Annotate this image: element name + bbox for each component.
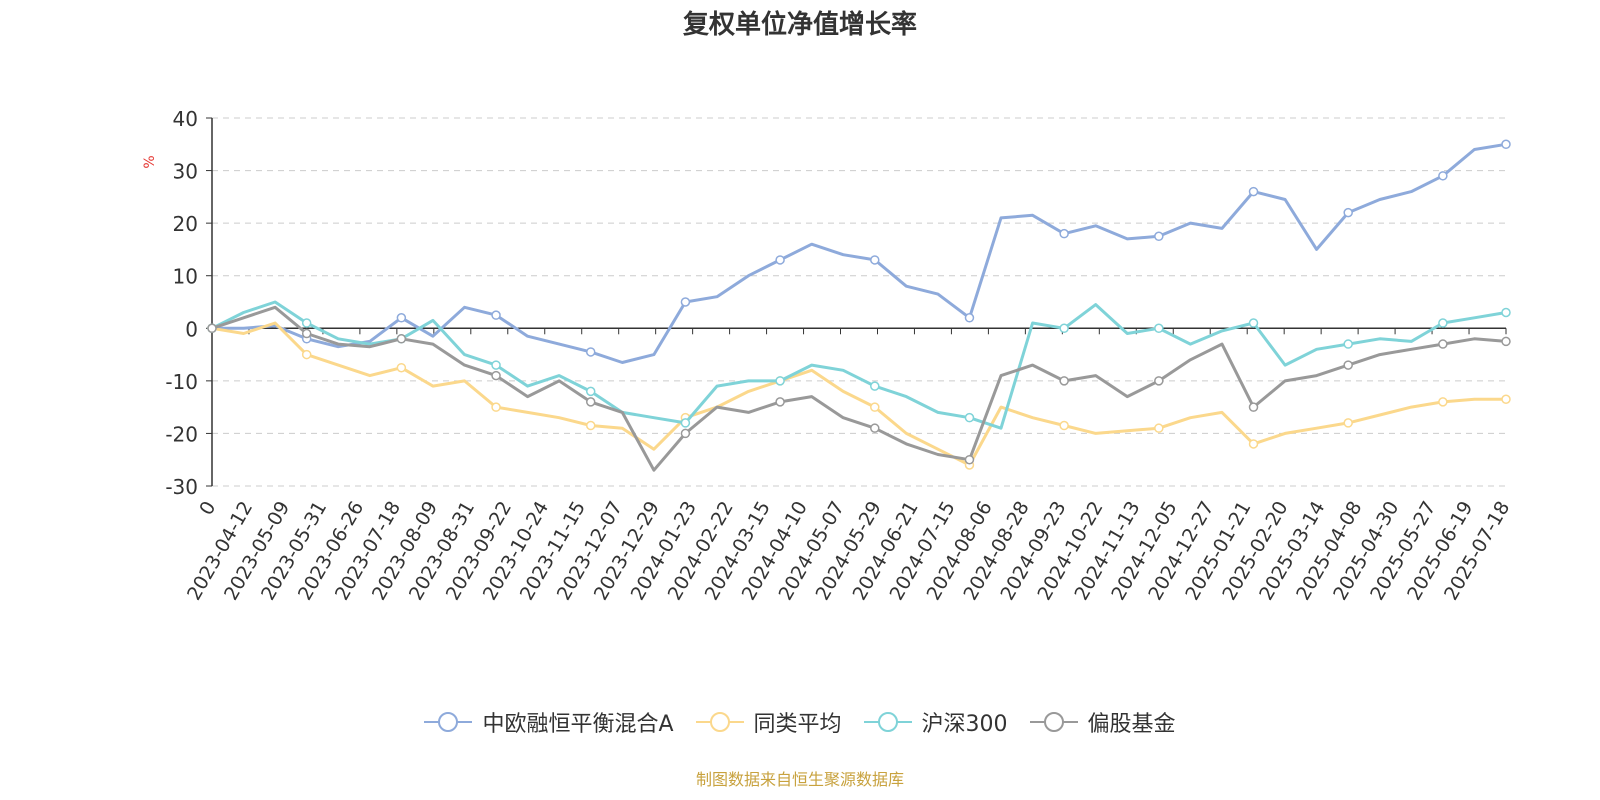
y-tick-label: -30 — [165, 475, 198, 499]
data-point — [585, 386, 596, 397]
legend-item[interactable]: 中欧融恒平衡混合A — [424, 706, 674, 738]
chart-title: 复权单位净值增长率 — [682, 10, 917, 40]
data-point — [1154, 423, 1164, 433]
data-point — [1343, 418, 1353, 428]
data-point — [1343, 339, 1353, 349]
data-point — [1154, 323, 1164, 334]
legend-swatch-icon — [1029, 712, 1078, 732]
data-point — [301, 318, 312, 328]
series-group — [207, 139, 1511, 472]
series-line — [210, 321, 1508, 467]
data-point — [1154, 231, 1164, 242]
data-point — [1343, 360, 1353, 370]
legend-swatch-icon — [695, 712, 744, 732]
data-point — [396, 334, 407, 344]
y-axis-label: % — [142, 155, 158, 168]
data-point — [964, 412, 975, 423]
data-point — [1438, 318, 1448, 328]
data-point — [585, 397, 596, 407]
data-point — [585, 347, 596, 357]
legend-item[interactable]: 偏股基金 — [1029, 706, 1176, 738]
data-point — [1059, 420, 1069, 431]
data-point — [1501, 336, 1511, 347]
data-point — [870, 423, 880, 433]
data-point — [1438, 339, 1448, 349]
series-line — [210, 300, 1508, 430]
data-point — [1059, 228, 1069, 239]
data-point — [491, 370, 501, 381]
data-point — [870, 402, 880, 412]
data-point — [1248, 439, 1259, 449]
data-point — [301, 349, 312, 360]
data-point — [301, 328, 312, 339]
data-point — [964, 313, 975, 323]
legend-label: 同类平均 — [753, 712, 842, 737]
data-point — [1501, 307, 1511, 318]
series-line — [210, 142, 1508, 364]
data-point — [870, 381, 880, 391]
grid-lines — [212, 117, 1506, 487]
data-point — [491, 360, 501, 370]
series-line — [210, 305, 1508, 472]
data-point — [1438, 171, 1448, 181]
legend-swatch-icon — [424, 712, 473, 732]
y-axis: 40 30 20 10 0 -10 -20 -30 — [165, 107, 213, 499]
data-point — [1154, 376, 1164, 386]
line-chart: 40 30 20 10 0 -10 -20 -30 02023-04-122023-05-09… — [142, 107, 1514, 604]
data-point — [1248, 318, 1259, 328]
data-point — [207, 323, 217, 334]
data-point — [1343, 207, 1353, 218]
data-point — [964, 454, 975, 465]
data-point — [680, 418, 691, 428]
legend-item[interactable]: 同类平均 — [695, 706, 842, 738]
source-note: 制图数据来自恒生聚源数据库 — [695, 770, 904, 789]
y-tick-label: 30 — [173, 160, 198, 184]
x-axis: 02023-04-122023-05-092023-05-312023-06-2… — [183, 327, 1514, 604]
data-point — [680, 428, 691, 439]
y-tick-label: 10 — [173, 265, 198, 289]
data-point — [491, 402, 501, 412]
data-point — [1501, 139, 1511, 150]
legend-label: 偏股基金 — [1087, 712, 1176, 737]
x-tick-label: 0 — [195, 498, 220, 519]
legend-label: 沪深300 — [921, 712, 1008, 737]
data-point — [1059, 376, 1069, 386]
data-point — [396, 362, 407, 373]
data-point — [775, 397, 785, 407]
data-point — [870, 255, 880, 265]
y-tick-label: 20 — [173, 212, 198, 236]
data-point — [1438, 397, 1448, 407]
legend: 中欧融恒平衡混合A 同类平均 沪深300 偏股基金 — [0, 706, 1600, 738]
y-tick-label: 0 — [185, 317, 198, 341]
data-point — [775, 376, 785, 386]
data-point — [1059, 323, 1069, 334]
data-point — [585, 420, 596, 431]
data-point — [1248, 186, 1259, 197]
legend-label: 中欧融恒平衡混合A — [482, 712, 674, 737]
data-point — [680, 297, 691, 307]
data-point — [775, 255, 785, 265]
y-tick-label: 40 — [173, 107, 198, 131]
legend-item[interactable]: 沪深300 — [863, 706, 1008, 738]
data-point — [491, 310, 501, 320]
data-point — [1501, 394, 1511, 405]
legend-swatch-icon — [863, 712, 912, 732]
data-point — [396, 313, 407, 323]
y-tick-label: -10 — [165, 370, 198, 394]
data-point — [1248, 402, 1259, 412]
y-tick-label: -20 — [165, 422, 198, 446]
